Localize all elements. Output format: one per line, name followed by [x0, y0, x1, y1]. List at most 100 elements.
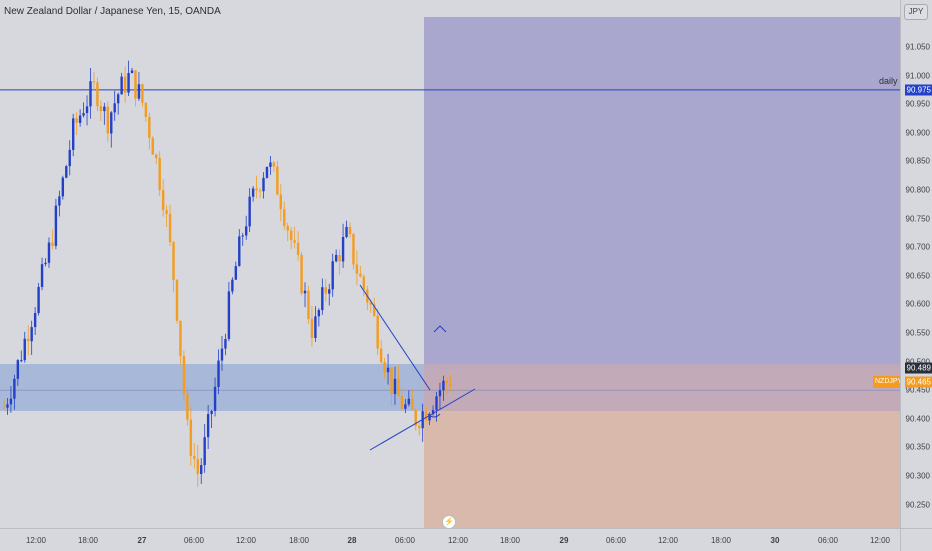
time-tick-label: 06:00 — [605, 536, 627, 545]
candle-body — [224, 339, 227, 349]
candle-body — [248, 196, 251, 227]
candle-body — [376, 315, 379, 349]
candle-body — [85, 106, 89, 114]
candle-body — [182, 356, 186, 394]
candle-body — [435, 396, 438, 411]
price-axis[interactable]: 91.050 91.000 90.950 90.900 90.850 90.800 90.7… — [900, 0, 932, 528]
price-tick-label: 90.550 — [905, 328, 930, 338]
trendline-lower — [369, 388, 476, 451]
candle-body — [65, 166, 68, 178]
candle-body — [47, 242, 51, 263]
candle-body — [134, 70, 137, 99]
price-tick-label: 90.450 — [905, 385, 930, 395]
candle-body — [307, 290, 310, 320]
candle-body — [82, 113, 85, 116]
candle-body — [279, 194, 282, 210]
candle-body — [141, 84, 144, 103]
candle-body — [96, 82, 99, 107]
chart-area[interactable]: New Zealand Dollar / Japanese Yen, 15, O… — [0, 0, 900, 528]
price-tick-label: 90.900 — [905, 128, 930, 138]
candle-body — [203, 437, 206, 466]
candle-body — [241, 235, 244, 237]
current-price-tag: 90.489 — [904, 362, 932, 374]
time-tick-label: 06:00 — [183, 536, 205, 545]
price-tick-label: 90.700 — [905, 242, 930, 252]
candle-body — [414, 409, 417, 426]
candle-body — [130, 70, 134, 74]
candle-body — [99, 106, 103, 112]
candle-body — [431, 410, 435, 415]
candle-body — [89, 81, 92, 107]
arrow-up-marker — [433, 325, 447, 333]
candle-body — [328, 289, 331, 294]
candle-body — [155, 154, 158, 158]
candle-body — [30, 327, 33, 342]
price-tick-label: 91.050 — [905, 42, 930, 52]
support-zone[interactable] — [0, 364, 424, 411]
candle-body — [352, 233, 355, 265]
candle-body — [33, 313, 37, 328]
candle-body — [161, 190, 165, 211]
candle-body — [189, 419, 193, 456]
candle-body — [369, 302, 372, 305]
price-tick-label: 90.950 — [905, 99, 930, 109]
candle-body — [210, 410, 213, 415]
time-axis[interactable]: 12:00 18:00 27 06:00 12:00 18:00 28 06:00 12:00 1… — [0, 528, 900, 551]
candle-body — [258, 190, 262, 192]
candle-body — [397, 378, 400, 397]
candle-body — [317, 310, 321, 317]
currency-button[interactable]: JPY — [904, 4, 928, 20]
price-tick-label: 90.400 — [905, 414, 930, 424]
candle-body — [206, 414, 210, 438]
candle-body — [293, 240, 296, 243]
candle-body — [445, 380, 449, 384]
candle-body — [286, 225, 289, 231]
candle-body — [193, 455, 196, 460]
candle-body — [269, 162, 272, 167]
lightning-icon[interactable]: ⚡ — [442, 515, 456, 528]
daily-level-label: daily — [879, 76, 898, 86]
candle-body — [245, 226, 248, 236]
candle-body — [265, 166, 269, 178]
candle-body — [54, 205, 58, 246]
candle-body — [404, 404, 407, 409]
candle-body — [168, 213, 172, 243]
candle-body — [213, 386, 217, 411]
daily-price-tag: 90.975 — [904, 84, 932, 96]
candle-body — [158, 157, 161, 191]
candle-body — [200, 465, 203, 474]
candle-body — [238, 236, 241, 267]
axis-corner — [900, 528, 932, 551]
candle-body — [37, 286, 40, 314]
candle-body — [2, 407, 6, 409]
price-tick-label: 90.800 — [905, 185, 930, 195]
candle-body — [231, 279, 234, 292]
candle-body — [113, 103, 116, 113]
candle-body — [175, 279, 179, 321]
support-zone-extension — [424, 364, 900, 411]
price-tick-label: 90.750 — [905, 214, 930, 224]
candle-body — [341, 237, 345, 262]
candle-body — [411, 398, 414, 410]
candle-body — [314, 316, 317, 338]
time-tick-label: 06:00 — [817, 536, 839, 545]
candle-body — [362, 276, 366, 290]
candle-body — [449, 383, 452, 386]
candle-body — [262, 177, 265, 192]
candle-body — [68, 149, 71, 167]
candle-body — [78, 115, 82, 123]
candle-body — [51, 242, 54, 246]
candle-body — [334, 254, 338, 262]
price-tick-label: 90.250 — [905, 500, 930, 510]
time-tick-label: 18:00 — [77, 536, 99, 545]
candle-body — [16, 360, 20, 379]
symbol-title[interactable]: New Zealand Dollar / Japanese Yen, 15, O… — [4, 6, 221, 17]
candle-body — [379, 348, 383, 363]
candle-body — [227, 291, 231, 340]
candle-body — [390, 367, 393, 395]
long-position-target-zone[interactable] — [424, 17, 900, 369]
time-tick-label: 28 — [347, 536, 357, 545]
candle-body — [151, 138, 154, 155]
price-tick-label: 90.650 — [905, 271, 930, 281]
trendline-upper — [359, 284, 431, 391]
